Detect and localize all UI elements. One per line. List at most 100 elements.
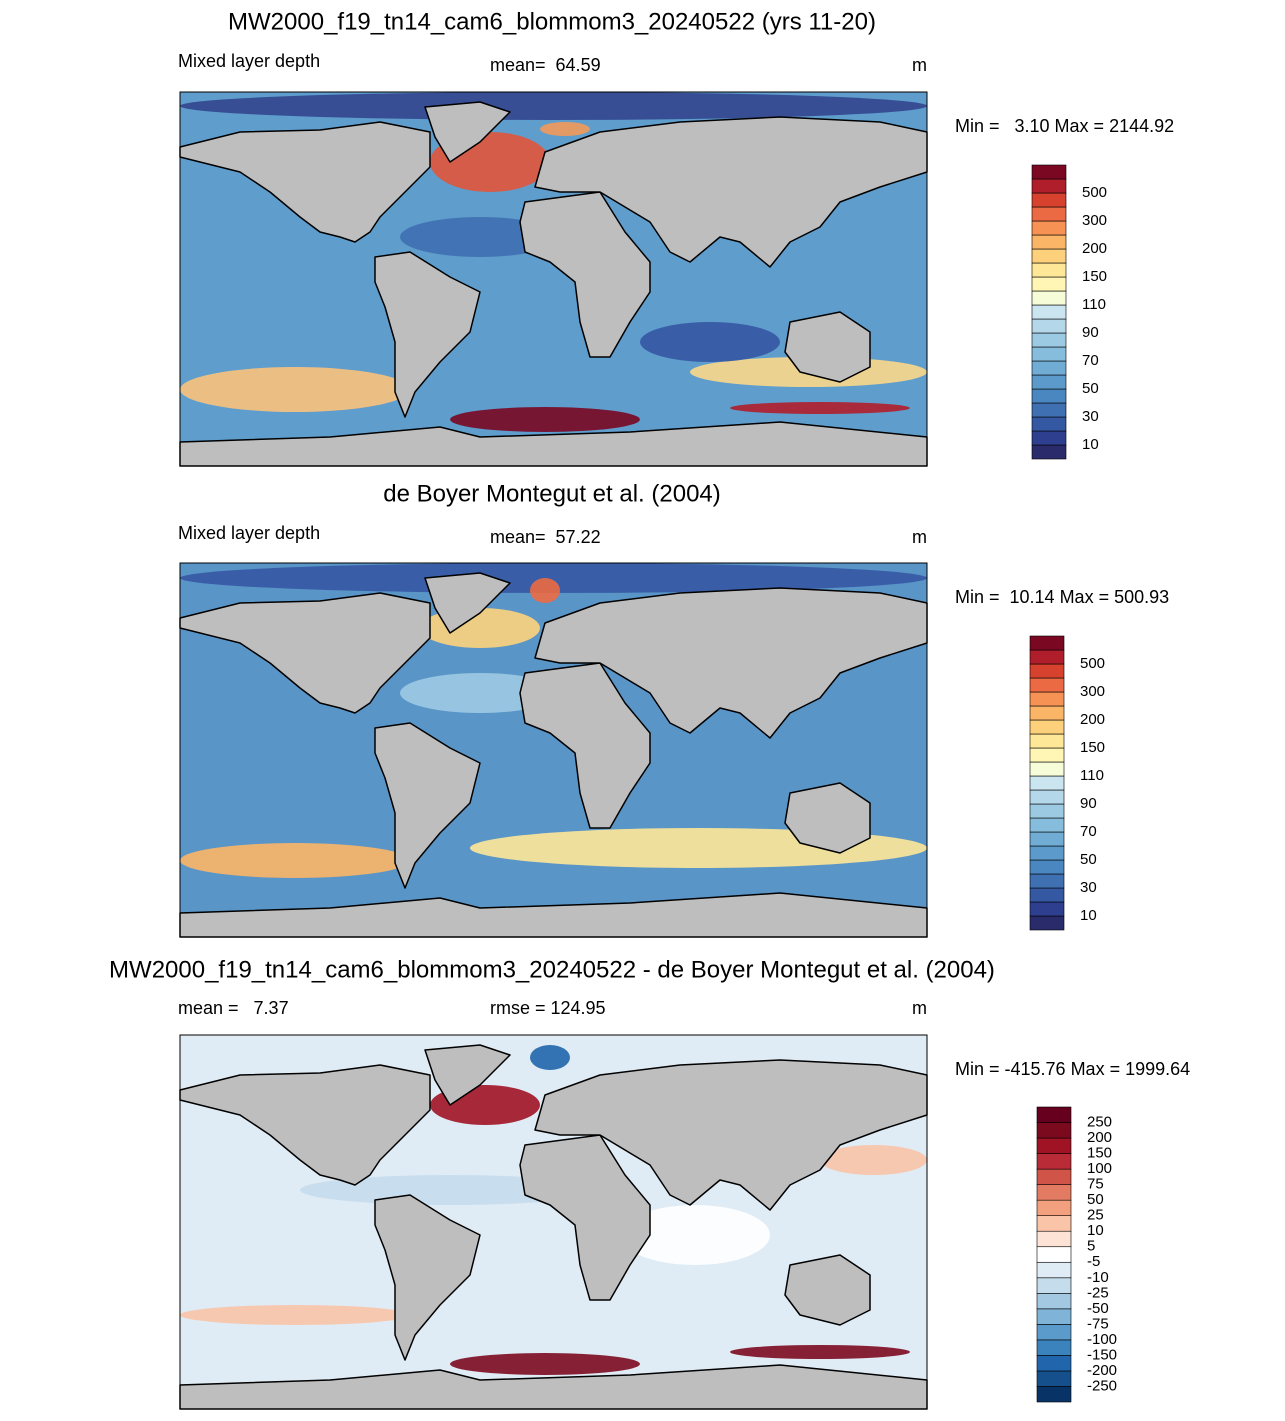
colorbar-label: 90	[1082, 324, 1099, 341]
colorbar-box	[1036, 1277, 1072, 1294]
panel-title: MW2000_f19_tn14_cam6_blommom3_20240522 -…	[109, 956, 995, 983]
colorbar-box	[1029, 691, 1065, 707]
colorbar-label: 5	[1087, 1238, 1095, 1255]
colorbar-box	[1031, 192, 1067, 208]
colorbar-box	[1029, 845, 1065, 861]
colorbar-label: -5	[1087, 1253, 1100, 1270]
colorbar-box	[1036, 1293, 1072, 1310]
colorbar-box	[1031, 346, 1067, 362]
colorbar-box	[1031, 178, 1067, 194]
colorbar-label: -50	[1087, 1300, 1109, 1317]
map-border	[179, 1034, 928, 1410]
colorbar-box	[1031, 402, 1067, 418]
colorbar-box	[1036, 1246, 1072, 1263]
colorbar-label: 50	[1080, 851, 1097, 868]
colorbar-label: 300	[1082, 212, 1107, 229]
panel-title: MW2000_f19_tn14_cam6_blommom3_20240522 (…	[228, 8, 876, 35]
colorbar-label: 200	[1082, 240, 1107, 257]
colorbar-box	[1036, 1106, 1072, 1123]
colorbar-label: 30	[1080, 879, 1097, 896]
colorbar-box	[1029, 817, 1065, 833]
colorbar-box	[1031, 416, 1067, 432]
field-patch	[180, 92, 927, 120]
field-patch	[530, 578, 560, 603]
colorbar-box	[1029, 663, 1065, 679]
field-patch	[530, 1045, 570, 1070]
field-patch	[180, 843, 410, 878]
field-patch	[400, 673, 560, 713]
colorbar-box	[1036, 1184, 1072, 1201]
colorbar-box	[1036, 1386, 1072, 1403]
left-label: Mixed layer depth	[178, 523, 320, 543]
colorbar-label: 25	[1087, 1207, 1104, 1224]
panel-title: de Boyer Montegut et al. (2004)	[383, 480, 721, 507]
colorbar-box	[1029, 789, 1065, 805]
colorbar-box	[1029, 649, 1065, 665]
colorbar-box	[1036, 1137, 1072, 1154]
colorbar-label: 150	[1080, 739, 1105, 756]
units-label: m	[912, 55, 927, 75]
colorbar-label: 70	[1080, 823, 1097, 840]
colorbar-label: -250	[1087, 1377, 1117, 1394]
field-patch	[180, 367, 410, 412]
colorbar-box	[1036, 1199, 1072, 1216]
colorbar-box	[1029, 761, 1065, 777]
colorbar-label: -200	[1087, 1362, 1117, 1379]
colorbar-label: 110	[1082, 296, 1106, 313]
colorbar-label: 300	[1080, 683, 1105, 700]
colorbar-box	[1031, 360, 1067, 376]
colorbar-label: 110	[1080, 767, 1104, 784]
field-patch	[180, 1305, 410, 1325]
colorbar-label: 10	[1082, 436, 1099, 453]
colorbar-label: 50	[1087, 1191, 1104, 1208]
field-patch	[450, 407, 640, 432]
colorbar-label: -100	[1087, 1331, 1117, 1348]
field-patch	[730, 1345, 910, 1359]
colorbar-box	[1029, 677, 1065, 693]
colorbar-label: 90	[1080, 795, 1097, 812]
min-max-label: Min = -415.76 Max = 1999.64	[955, 1059, 1190, 1079]
colorbar-box	[1031, 220, 1067, 236]
colorbar-label: 10	[1087, 1222, 1104, 1239]
left-label: mean = 7.37	[178, 998, 289, 1018]
field-patch	[540, 122, 590, 136]
colorbar-box	[1031, 276, 1067, 292]
field-patch	[450, 1353, 640, 1375]
colorbar-box	[1029, 775, 1065, 791]
min-max-label: Min = 10.14 Max = 500.93	[955, 587, 1169, 607]
colorbar-box	[1031, 164, 1067, 180]
colorbar-label: 250	[1087, 1113, 1112, 1130]
field-patch	[820, 1145, 927, 1175]
colorbar-box	[1036, 1230, 1072, 1248]
colorbar-box	[1036, 1370, 1072, 1387]
colorbar-label: -25	[1087, 1284, 1109, 1301]
colorbar-box	[1029, 719, 1065, 735]
colorbar-label: 200	[1080, 711, 1105, 728]
colorbar-box	[1031, 206, 1067, 222]
colorbar-label: 150	[1082, 268, 1107, 285]
center-label: rmse = 124.95	[490, 998, 606, 1018]
colorbar-box	[1036, 1215, 1072, 1232]
colorbar-box	[1031, 290, 1067, 306]
colorbar-box	[1029, 859, 1065, 875]
colorbar-box	[1029, 803, 1065, 819]
colorbar-box	[1036, 1339, 1072, 1356]
colorbar-box	[1036, 1168, 1072, 1185]
colorbar-label: -75	[1087, 1315, 1109, 1332]
colorbar-label: -150	[1087, 1346, 1117, 1363]
colorbar-label: 200	[1087, 1129, 1112, 1146]
colorbar-label: 500	[1082, 184, 1107, 201]
map-border	[179, 91, 928, 467]
colorbar-label: -10	[1087, 1269, 1109, 1286]
colorbar-box	[1029, 635, 1065, 651]
field-patch	[180, 563, 927, 593]
colorbar-label: 50	[1082, 380, 1099, 397]
colorbar-label: 70	[1082, 352, 1099, 369]
map	[179, 91, 928, 467]
field-patch	[730, 402, 910, 414]
colorbar-label: 500	[1080, 655, 1105, 672]
center-label: mean= 64.59	[490, 55, 601, 75]
colorbar-box	[1036, 1308, 1072, 1325]
colorbar-box	[1029, 705, 1065, 721]
